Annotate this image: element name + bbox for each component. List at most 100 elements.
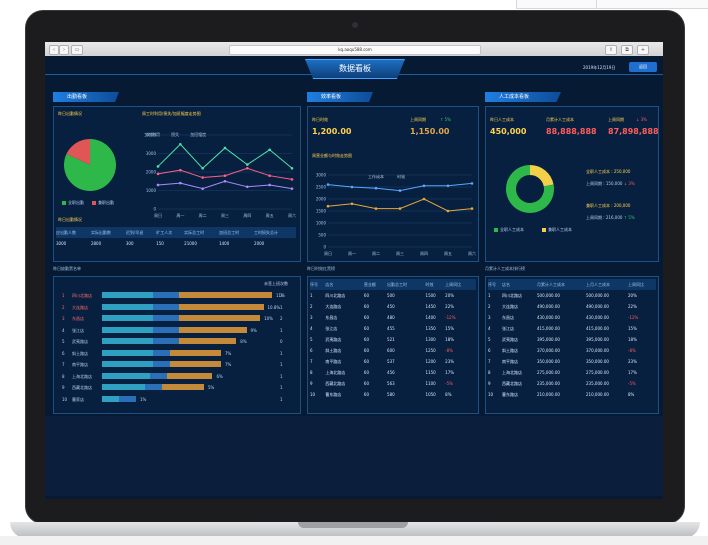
absent-bar-seg — [102, 292, 153, 298]
header-cell: 上周同比 — [445, 279, 476, 290]
table-cell: 西藏北路店 — [325, 380, 346, 386]
table-row[interactable]: 2 大连路店 490,000.00 490,000.00 22% — [488, 301, 656, 312]
add-tab-icon[interactable]: + — [637, 45, 649, 55]
header-cell: 序号 — [310, 279, 326, 290]
donut-slice — [530, 165, 554, 187]
header-cell: 店名 — [325, 279, 364, 290]
tabs-icon[interactable]: ⧉ — [621, 45, 633, 55]
attendance-detail-title: 昨日出勤情况 — [58, 217, 82, 222]
table-cell: 1250 — [425, 348, 436, 353]
absent-bar-seg — [102, 384, 145, 390]
labor-today-val: 450,000 — [490, 127, 527, 136]
data-point — [374, 186, 378, 190]
table-cell: 395,000.00 — [586, 337, 609, 342]
absent-store: 南平路店 — [72, 362, 88, 367]
eff-legend-1: 时效 — [397, 174, 406, 179]
x-tick: 周三 — [221, 212, 229, 218]
header-cell: 出勤总工时 — [387, 279, 426, 290]
url-bar[interactable]: kq.aoqu588.com — [229, 45, 481, 55]
section-attendance[interactable]: 出勤看板 — [53, 92, 119, 102]
table-row[interactable]: 7 南平路店 350,000.00 350,000.00 23% — [488, 356, 656, 367]
table-row[interactable]: 8 上海北路店 275,000.00 275,000.00 17% — [488, 367, 656, 378]
table-cell: 563 — [387, 381, 395, 386]
table-row[interactable]: 8 上海北路店 60 456 1150 17% — [310, 367, 476, 378]
table-row[interactable]: 3 东昌店 60 480 1400 -12% — [310, 312, 476, 323]
share-icon[interactable]: ⇪ — [605, 45, 617, 55]
donut-slice — [506, 165, 554, 213]
absent-bar-seg — [178, 338, 237, 344]
labor-legend-part-label: 兼职人工成本 — [548, 227, 572, 232]
forward-button[interactable]: › — [59, 45, 69, 55]
table-cell: 大连路店 — [325, 303, 342, 309]
table-row[interactable]: 4 张江店 415,000.00 415,000.00 15% — [488, 323, 656, 334]
table-row[interactable]: 1 四川北路店 60 500 1500 20% — [310, 290, 476, 301]
table-row[interactable]: 9 西藏北路店 60 563 1100 -5% — [310, 378, 476, 389]
section-efficiency[interactable]: 效率看板 — [307, 92, 373, 102]
table-cell: 2 — [488, 304, 491, 309]
absent-bar-seg — [153, 326, 179, 333]
table-row[interactable]: 2 大连路店 60 450 1450 22% — [310, 301, 476, 312]
table-cell: 武夷路店 — [325, 336, 342, 342]
detail-head-cell: 应出勤人数 — [56, 227, 91, 238]
trend-legend-2: 加班幅度 — [190, 132, 207, 137]
absent-pct: 7% — [225, 350, 232, 356]
section-labor[interactable]: 人工成本看板 — [485, 92, 561, 102]
detail-head-cell: 旷工人次 — [156, 227, 185, 238]
table-row[interactable]: 6 斜土路店 370,000.00 370,000.00 -8% — [488, 345, 656, 356]
table-cell: -8% — [628, 348, 636, 353]
table-row[interactable]: 5 武夷路店 60 521 1300 18% — [310, 334, 476, 345]
table-row[interactable]: 10 曹东路店 60 580 1050 8% — [310, 389, 476, 400]
table-cell: 1 — [310, 293, 313, 298]
table-cell: 18% — [628, 337, 637, 342]
table-cell: 7 — [488, 359, 491, 364]
absent-pct: 7% — [225, 362, 232, 367]
pie-slice — [66, 139, 90, 165]
table-cell: 8 — [488, 370, 491, 375]
data-point — [201, 167, 204, 170]
detail-value-cell: 2000 — [254, 241, 265, 246]
table-cell: 23% — [445, 359, 455, 364]
table-cell: 张江店 — [502, 325, 514, 331]
table-row[interactable]: 10 曹东路店 210,000.00 210,000.00 8% — [488, 389, 656, 400]
sidebar-icon[interactable]: ▭ — [71, 45, 83, 55]
table-row[interactable]: 4 张江店 60 455 1350 15% — [310, 323, 476, 334]
absent-pct: 1% — [140, 396, 147, 402]
absent-pct: 6% — [216, 373, 223, 379]
table-cell: 3 — [310, 315, 313, 320]
table-cell: 6 — [488, 348, 491, 353]
table-cell: 5 — [310, 337, 313, 342]
table-cell: 450 — [387, 304, 395, 309]
eff-today-val: 1,200.00 — [312, 127, 352, 136]
absent-store: 斜土路店 — [72, 350, 88, 356]
table-cell: 490,000.00 — [537, 304, 560, 309]
table-cell: 1150 — [425, 370, 436, 375]
table-row[interactable]: 6 斜土路店 60 600 1250 -8% — [310, 345, 476, 356]
page-title: 数据看板 — [305, 59, 405, 79]
absent-bar-seg — [102, 338, 153, 344]
table-cell: 1350 — [425, 326, 436, 331]
legend-full-label: 全职出勤 — [68, 200, 84, 205]
labor-part-label: 兼职人工成本 : 200,000 — [586, 203, 631, 208]
table-cell: 斜土路店 — [325, 347, 342, 353]
back-dashboard-button[interactable]: 返回 — [629, 62, 657, 72]
absent-bar-seg — [144, 384, 162, 390]
data-point — [246, 163, 249, 166]
back-button[interactable]: ‹ — [49, 45, 59, 55]
data-point — [201, 187, 204, 190]
table-header: 序号 店名 月累计人工成本 上月人工成本 上周同比 — [488, 279, 656, 290]
legend-full-swatch — [62, 201, 66, 205]
table-cell: 10 — [310, 392, 316, 397]
table-row[interactable]: 1 四川北路店 500,000.00 500,000.00 20% — [488, 290, 656, 301]
table-cell: 235,000.00 — [537, 381, 560, 386]
absent-store: 大连路店 — [72, 304, 88, 310]
absent-rank: 1 — [62, 293, 65, 298]
data-point — [223, 146, 227, 150]
data-point — [156, 183, 160, 187]
data-point — [268, 148, 271, 152]
table-row[interactable]: 7 南平路店 60 537 1200 23% — [310, 356, 476, 367]
data-point — [326, 204, 330, 208]
absent-count: 3 — [280, 293, 283, 298]
table-row[interactable]: 3 东昌店 430,000.00 430,000.00 -12% — [488, 312, 656, 323]
table-row[interactable]: 5 武夷路店 395,000.00 395,000.00 18% — [488, 334, 656, 345]
table-row[interactable]: 9 西藏北路店 235,000.00 235,000.00 -5% — [488, 378, 656, 389]
